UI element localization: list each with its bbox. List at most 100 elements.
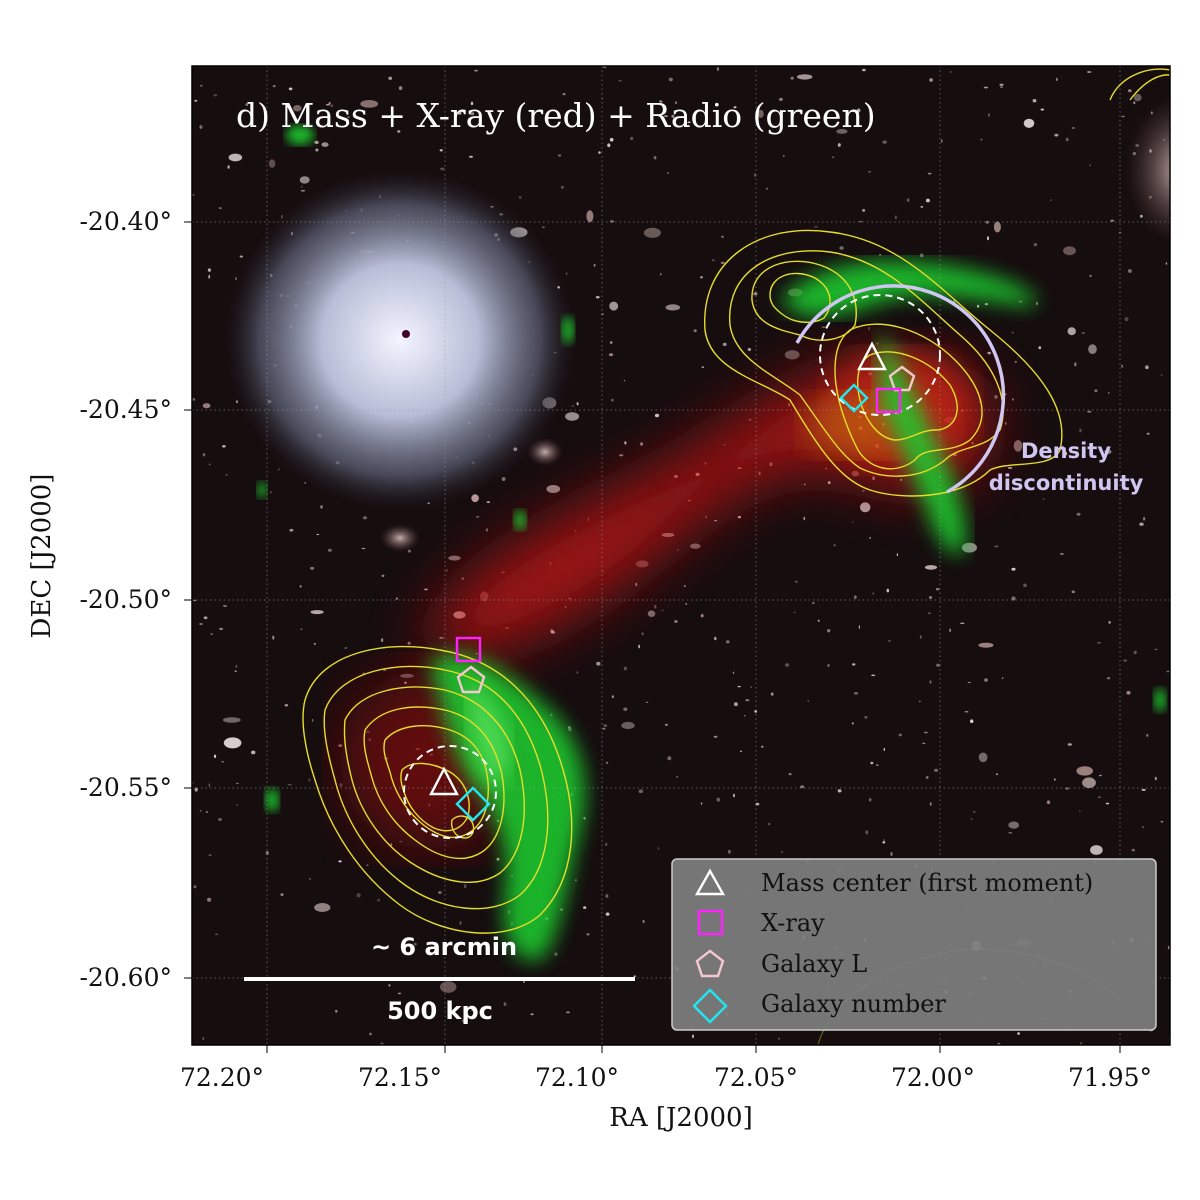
background-galaxy xyxy=(1107,391,1110,394)
background-galaxy xyxy=(209,463,211,466)
background-galaxy xyxy=(690,543,701,549)
background-galaxy xyxy=(300,628,303,630)
background-galaxy xyxy=(745,699,750,702)
background-galaxy xyxy=(713,735,718,738)
background-galaxy xyxy=(596,661,601,666)
density-discontinuity-label: Density xyxy=(1021,439,1111,463)
background-galaxy xyxy=(475,516,480,518)
x-tick-label: 72.00° xyxy=(891,1063,975,1092)
background-galaxy xyxy=(459,921,462,925)
background-galaxy xyxy=(463,884,467,889)
background-galaxy xyxy=(732,671,735,674)
background-galaxy xyxy=(203,616,208,620)
background-galaxy xyxy=(469,155,473,158)
background-galaxy xyxy=(858,625,861,630)
background-galaxy xyxy=(700,802,703,805)
background-galaxy xyxy=(934,768,939,772)
background-galaxy xyxy=(575,879,577,882)
background-galaxy xyxy=(633,975,637,977)
background-galaxy xyxy=(860,502,871,513)
background-galaxy xyxy=(872,592,874,595)
background-galaxy xyxy=(883,839,885,841)
background-galaxy xyxy=(576,402,579,406)
background-galaxy xyxy=(1032,99,1037,103)
background-galaxy xyxy=(1067,743,1072,746)
background-galaxy xyxy=(1154,648,1158,650)
background-galaxy xyxy=(978,752,988,763)
background-galaxy xyxy=(328,102,331,105)
background-galaxy xyxy=(609,301,619,311)
background-galaxy xyxy=(922,742,926,745)
background-galaxy xyxy=(366,864,369,866)
background-galaxy xyxy=(314,140,319,144)
background-galaxy xyxy=(924,565,938,570)
background-galaxy xyxy=(213,94,218,97)
background-galaxy xyxy=(770,692,774,696)
galaxy-number-marker xyxy=(839,383,869,413)
background-galaxy xyxy=(870,761,874,765)
background-galaxy xyxy=(1126,690,1131,695)
background-galaxy xyxy=(645,701,649,703)
mass-center-circle-nw xyxy=(819,294,941,416)
background-galaxy xyxy=(927,172,932,175)
background-galaxy xyxy=(722,342,727,346)
y-tick-label: -20.55° xyxy=(79,773,172,802)
background-galaxy xyxy=(1106,677,1111,680)
background-galaxy xyxy=(222,717,241,723)
background-galaxy xyxy=(1014,360,1017,363)
background-galaxy xyxy=(1104,449,1112,455)
background-galaxy xyxy=(347,116,350,119)
background-galaxy xyxy=(193,885,197,889)
background-galaxy xyxy=(565,272,568,275)
background-galaxy xyxy=(827,629,831,633)
x-axis-label: RA [J2000] xyxy=(609,1103,753,1133)
background-galaxy xyxy=(1131,848,1136,852)
background-galaxy xyxy=(1087,71,1092,73)
background-galaxy xyxy=(595,296,600,299)
background-galaxy xyxy=(199,809,202,812)
background-galaxy xyxy=(660,272,662,276)
background-galaxy xyxy=(788,773,792,776)
background-galaxy xyxy=(1160,821,1164,823)
background-galaxy xyxy=(310,566,315,570)
background-galaxy xyxy=(330,104,334,108)
background-galaxy xyxy=(641,632,644,636)
background-galaxy xyxy=(733,793,735,798)
y-tick-label: -20.50° xyxy=(79,585,172,614)
y-axis: -20.40° -20.45° -20.50° -20.55° -20.60° … xyxy=(27,207,192,992)
background-galaxy xyxy=(778,97,783,101)
background-galaxy xyxy=(869,536,871,540)
background-galaxy xyxy=(1033,243,1038,247)
background-galaxy xyxy=(685,603,688,605)
background-galaxy xyxy=(878,253,882,256)
legend-mass-label: Mass center (first moment) xyxy=(761,869,1093,897)
background-galaxy xyxy=(268,159,276,168)
background-galaxy xyxy=(202,453,206,457)
y-tick-label: -20.40° xyxy=(79,207,172,236)
background-galaxy xyxy=(854,692,858,695)
legend-galaxy-number-marker xyxy=(692,988,728,1024)
background-galaxy xyxy=(299,585,302,588)
background-galaxy xyxy=(653,156,657,160)
legend-mass-marker xyxy=(694,868,726,896)
background-galaxy xyxy=(825,467,827,470)
background-galaxy xyxy=(1094,389,1098,393)
background-galaxy xyxy=(210,633,214,635)
background-galaxy xyxy=(677,549,679,551)
background-galaxy xyxy=(882,841,886,844)
background-galaxy xyxy=(925,776,929,779)
background-galaxy xyxy=(668,77,673,82)
background-galaxy xyxy=(272,85,276,88)
background-galaxy xyxy=(857,108,861,113)
background-galaxy xyxy=(687,121,691,124)
y-axis-label: DEC [J2000] xyxy=(27,474,57,639)
background-galaxy xyxy=(503,1002,507,1006)
background-galaxy xyxy=(388,76,393,81)
background-galaxy xyxy=(988,113,990,117)
background-galaxy xyxy=(805,117,808,119)
bright-foreground-galaxy xyxy=(225,170,575,510)
background-galaxy xyxy=(817,619,820,622)
background-galaxy xyxy=(314,903,331,912)
background-galaxy xyxy=(619,454,624,457)
